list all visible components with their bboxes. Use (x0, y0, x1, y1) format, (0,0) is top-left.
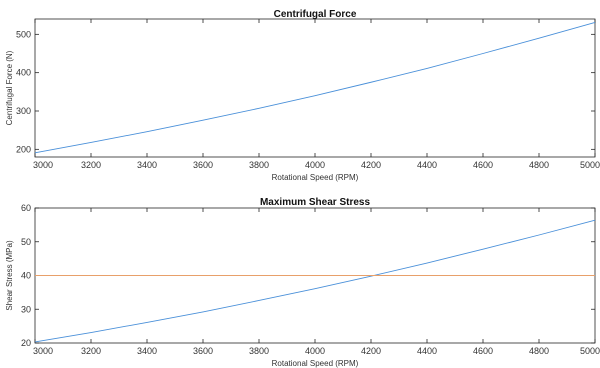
chart1-y-tick-label: 400 (16, 68, 31, 78)
chart2-x-tick-label: 4600 (473, 346, 493, 356)
chart2-y-tick-label: 30 (21, 304, 31, 314)
chart1-x-tick-label: 3400 (137, 160, 157, 170)
chart1-y-axis-label: Centrifugal Force (N) (5, 50, 14, 125)
chart2-x-tick-label: 4400 (417, 346, 437, 356)
chart1-x-tick-label: 4200 (361, 160, 381, 170)
chart1-x-tick-label: 4800 (529, 160, 549, 170)
chart1-series-1-line (34, 22, 596, 154)
chart2-y-tick-label: 60 (21, 203, 31, 213)
chart1-x-tick-label: 4400 (417, 160, 437, 170)
chart2-x-axis-label: Rotational Speed (RPM) (272, 359, 359, 368)
chart1-plot-area (34, 18, 596, 158)
chart2: 3000 3200 3400 3600 3800 4000 4200 4400 4600 4800… (5, 197, 600, 368)
chart2-x-tick-label: 3200 (81, 346, 101, 356)
chart1-y-tick-label: 300 (16, 106, 31, 116)
chart2-x-tick-label: 3800 (249, 346, 269, 356)
chart2-x-tick-label: 3400 (137, 346, 157, 356)
chart2-x-tick-label: 4800 (529, 346, 549, 356)
chart1: 3000 3200 3400 3600 3800 4000 4200 4400 4600 4800… (5, 9, 600, 182)
chart1-y-tick-label: 200 (16, 144, 31, 154)
chart2-title: Maximum Shear Stress (260, 197, 370, 208)
chart1-x-tick-label: 3600 (193, 160, 213, 170)
chart1-x-tick-label: 3000 (33, 160, 53, 170)
chart2-x-tick-label: 3600 (193, 346, 213, 356)
chart1-x-axis-label: Rotational Speed (RPM) (272, 173, 359, 182)
chart2-y-axis-label: Shear Stress (MPa) (5, 240, 14, 311)
chart2-series-1-line (34, 219, 596, 343)
chart1-x-tick-label: 4000 (305, 160, 325, 170)
chart1-y-tick-label: 500 (16, 29, 31, 39)
chart2-x-tick-label: 3000 (33, 346, 53, 356)
chart1-x-tick-label: 3200 (81, 160, 101, 170)
chart1-title: Centrifugal Force (274, 9, 357, 20)
chart1-x-tick-label: 5000 (580, 160, 600, 170)
chart2-x-tick-label: 4000 (305, 346, 325, 356)
chart1-x-tick-label: 3800 (249, 160, 269, 170)
chart1-x-tick-label: 4600 (473, 160, 493, 170)
chart2-y-tick-label: 50 (21, 237, 31, 247)
chart2-x-tick-label: 4200 (361, 346, 381, 356)
chart2-y-tick-label: 40 (21, 271, 31, 281)
chart2-y-tick-label: 20 (21, 338, 31, 348)
chart2-x-tick-label: 5000 (580, 346, 600, 356)
